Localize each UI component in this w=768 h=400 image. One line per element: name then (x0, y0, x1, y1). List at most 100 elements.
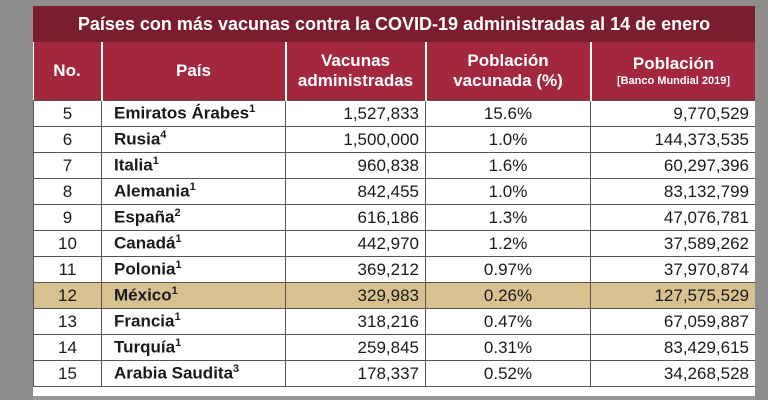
cell-pais: Italia1 (101, 152, 286, 179)
cell-vacunas: 178,337 (285, 360, 426, 387)
header-vacunas-line1: Vacunas (321, 51, 390, 70)
cell-no: 8 (33, 178, 102, 205)
country-name: Arabia Saudita (114, 363, 234, 383)
country-name: Canadá (114, 233, 176, 253)
table-row: 10 Canadá1 442,970 1.2% 37,589,262 (33, 230, 755, 257)
footnote-marker: 3 (233, 363, 240, 376)
cell-pct: 0.97% (425, 256, 591, 283)
cell-vacunas: 369,212 (285, 256, 426, 283)
header-pais: País (100, 42, 286, 101)
footnote-marker: 1 (174, 311, 181, 324)
cell-pais: Polonia1 (101, 256, 286, 283)
cell-pct: 0.31% (425, 334, 591, 361)
table-row: 14 Turquía1 259,845 0.31% 83,429,615 (33, 334, 755, 361)
cell-no: 12 (33, 282, 102, 309)
cell-pct: 1.6% (425, 152, 591, 179)
table-row: 5 Emiratos Árabes1 1,527,833 15.6% 9,770,529 (33, 100, 755, 127)
table-row: 13 Francia1 318,216 0.47% 67,059,887 (33, 308, 755, 335)
cell-pais: España2 (101, 204, 286, 231)
cell-poblacion: 37,589,262 (590, 230, 755, 257)
cell-vacunas: 842,455 (285, 178, 426, 205)
footnote-marker: 1 (175, 259, 182, 272)
vaccine-table: No. País Vacunas administradas Población… (33, 42, 755, 387)
cell-pct: 1.0% (425, 178, 591, 205)
cell-no: 5 (33, 100, 102, 127)
cell-no: 7 (33, 152, 102, 179)
cell-no: 6 (33, 126, 102, 153)
country-name: Turquía (114, 337, 176, 357)
vaccine-table-panel: Países con más vacunas contra la COVID-1… (33, 6, 755, 400)
footnote-marker: 1 (189, 181, 196, 194)
cell-poblacion: 37,970,874 (590, 256, 755, 283)
cell-poblacion: 127,575,529 (590, 282, 755, 309)
country-name: México (114, 285, 172, 305)
cell-pais: Turquía1 (101, 334, 286, 361)
footnote-marker: 1 (175, 337, 182, 350)
cell-no: 9 (33, 204, 102, 231)
country-name: España (114, 207, 175, 227)
footnote-marker: 1 (175, 233, 182, 246)
cell-poblacion: 144,373,535 (590, 126, 755, 153)
bottom-edge (33, 396, 755, 400)
table-row: 15 Arabia Saudita3 178,337 0.52% 34,268,528 (33, 360, 755, 387)
header-poblacion: Población [Banco Mundial 2019] (589, 42, 755, 101)
cell-pct: 1.3% (425, 204, 591, 231)
cell-vacunas: 259,845 (285, 334, 426, 361)
cell-poblacion: 83,429,615 (590, 334, 755, 361)
table-row: 7 Italia1 960,838 1.6% 60,297,396 (33, 152, 755, 179)
footnote-marker: 1 (171, 285, 178, 298)
cell-no: 14 (33, 334, 102, 361)
footnote-marker: 1 (152, 155, 159, 168)
header-vacunas: Vacunas administradas (284, 42, 426, 101)
cell-vacunas: 1,500,000 (285, 126, 426, 153)
cell-poblacion: 47,076,781 (590, 204, 755, 231)
cell-vacunas: 329,983 (285, 282, 426, 309)
cell-no: 13 (33, 308, 102, 335)
cell-pais: Emiratos Árabes1 (101, 100, 286, 127)
cell-poblacion: 67,059,887 (590, 308, 755, 335)
country-name: Alemania (114, 181, 190, 201)
cell-pct: 15.6% (425, 100, 591, 127)
cell-pct: 1.0% (425, 126, 591, 153)
cell-pais: Arabia Saudita3 (101, 360, 286, 387)
country-name: Francia (114, 311, 175, 331)
table-row: 9 España2 616,186 1.3% 47,076,781 (33, 204, 755, 231)
cell-vacunas: 1,527,833 (285, 100, 426, 127)
cell-pct: 0.26% (425, 282, 591, 309)
cell-pct: 1.2% (425, 230, 591, 257)
header-vacunas-line2: administradas (297, 71, 414, 90)
table-row: 12 México1 329,983 0.26% 127,575,529 (33, 282, 755, 309)
table-row: 8 Alemania1 842,455 1.0% 83,132,799 (33, 178, 755, 205)
table-row: 6 Rusia4 1,500,000 1.0% 144,373,535 (33, 126, 755, 153)
header-no: No. (33, 42, 102, 101)
footnote-marker: 2 (174, 207, 181, 220)
cell-vacunas: 616,186 (285, 204, 426, 231)
cell-pais: Rusia4 (101, 126, 286, 153)
cell-pct: 0.52% (425, 360, 591, 387)
table-title: Países con más vacunas contra la COVID-1… (33, 6, 755, 42)
header-poblacion-line1: Población (632, 54, 715, 73)
header-poblacion-source: [Banco Mundial 2019] (616, 75, 731, 87)
footnote-marker: 1 (249, 103, 256, 116)
cell-no: 10 (33, 230, 102, 257)
table-body: 5 Emiratos Árabes1 1,527,833 15.6% 9,770,529… (33, 100, 755, 387)
header-poblacion-vacunada-line1: Población (467, 51, 549, 70)
country-name: Rusia (114, 129, 161, 149)
cell-pct: 0.47% (425, 308, 591, 335)
footnote-marker: 4 (160, 129, 167, 142)
header-poblacion-vacunada: Población vacunada (%) (424, 42, 591, 101)
cell-poblacion: 83,132,799 (590, 178, 755, 205)
cell-poblacion: 34,268,528 (590, 360, 755, 387)
cell-pais: Francia1 (101, 308, 286, 335)
cell-vacunas: 318,216 (285, 308, 426, 335)
cell-vacunas: 442,970 (285, 230, 426, 257)
country-name: Italia (114, 155, 153, 175)
header-poblacion-vacunada-line2: vacunada (%) (453, 71, 563, 90)
header-row: No. País Vacunas administradas Población… (33, 42, 755, 101)
cell-poblacion: 9,770,529 (590, 100, 755, 127)
cell-no: 11 (33, 256, 102, 283)
cell-vacunas: 960,838 (285, 152, 426, 179)
cell-no: 15 (33, 360, 102, 387)
cell-pais: Alemania1 (101, 178, 286, 205)
table-row: 11 Polonia1 369,212 0.97% 37,970,874 (33, 256, 755, 283)
